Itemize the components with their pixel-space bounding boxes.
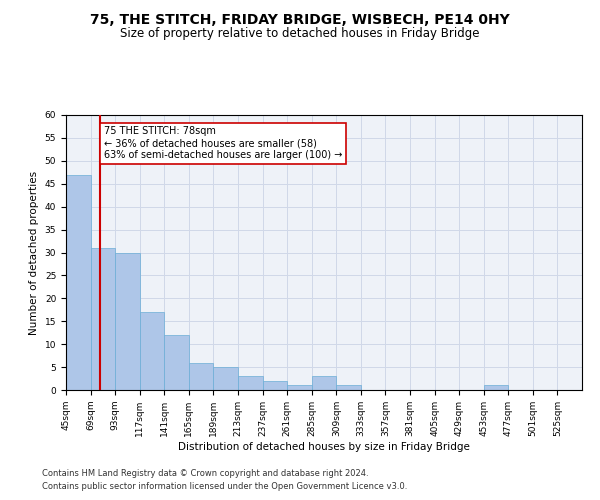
Bar <box>238 376 263 390</box>
Bar <box>336 386 361 390</box>
Bar <box>115 252 140 390</box>
Bar <box>189 362 214 390</box>
Bar <box>164 335 189 390</box>
Text: Size of property relative to detached houses in Friday Bridge: Size of property relative to detached ho… <box>120 28 480 40</box>
Bar <box>91 248 115 390</box>
Bar <box>140 312 164 390</box>
Bar <box>263 381 287 390</box>
Text: 75 THE STITCH: 78sqm
← 36% of detached houses are smaller (58)
63% of semi-detac: 75 THE STITCH: 78sqm ← 36% of detached h… <box>104 126 342 160</box>
Bar <box>214 367 238 390</box>
Text: 75, THE STITCH, FRIDAY BRIDGE, WISBECH, PE14 0HY: 75, THE STITCH, FRIDAY BRIDGE, WISBECH, … <box>90 12 510 26</box>
Bar <box>484 386 508 390</box>
Text: Contains public sector information licensed under the Open Government Licence v3: Contains public sector information licen… <box>42 482 407 491</box>
Bar <box>312 376 336 390</box>
Bar <box>287 386 312 390</box>
Bar <box>66 174 91 390</box>
X-axis label: Distribution of detached houses by size in Friday Bridge: Distribution of detached houses by size … <box>178 442 470 452</box>
Y-axis label: Number of detached properties: Number of detached properties <box>29 170 39 334</box>
Text: Contains HM Land Registry data © Crown copyright and database right 2024.: Contains HM Land Registry data © Crown c… <box>42 468 368 477</box>
